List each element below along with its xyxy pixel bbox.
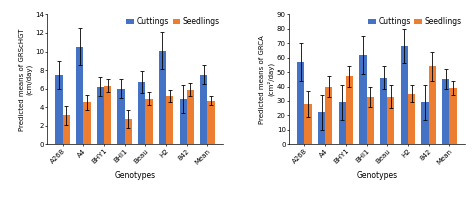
Bar xyxy=(346,76,353,144)
Bar xyxy=(380,78,387,144)
Bar xyxy=(387,97,394,144)
Bar xyxy=(63,115,70,144)
Bar xyxy=(325,87,332,144)
X-axis label: Genotypes: Genotypes xyxy=(356,171,398,180)
X-axis label: Genotypes: Genotypes xyxy=(114,171,155,180)
Bar xyxy=(442,79,449,144)
Bar xyxy=(187,90,194,144)
Bar xyxy=(166,96,173,144)
Bar xyxy=(200,75,208,144)
Legend: Cuttings, Seedlings: Cuttings, Seedlings xyxy=(125,16,221,28)
Bar xyxy=(83,103,91,144)
Bar xyxy=(408,94,415,144)
Bar xyxy=(428,66,436,144)
Bar xyxy=(318,112,325,144)
Bar xyxy=(76,47,83,144)
Bar xyxy=(338,102,346,144)
Bar xyxy=(297,62,304,144)
Bar xyxy=(55,75,63,144)
Bar xyxy=(138,82,146,144)
Bar xyxy=(366,97,374,144)
Bar xyxy=(421,102,428,144)
Bar xyxy=(304,104,312,144)
Bar xyxy=(146,99,153,144)
Bar xyxy=(104,86,111,144)
Legend: Cuttings, Seedlings: Cuttings, Seedlings xyxy=(367,16,463,28)
Y-axis label: Predicted means of GRCA
(cm²/day): Predicted means of GRCA (cm²/day) xyxy=(259,35,274,124)
Bar xyxy=(180,99,187,144)
Bar xyxy=(118,89,125,144)
Bar xyxy=(125,119,132,144)
Bar xyxy=(359,55,366,144)
Bar xyxy=(208,101,215,144)
Bar xyxy=(159,51,166,144)
Bar xyxy=(449,88,456,144)
Bar xyxy=(401,46,408,144)
Y-axis label: Predicted means of GRScHGT
(cm/day): Predicted means of GRScHGT (cm/day) xyxy=(18,28,32,131)
Bar xyxy=(97,87,104,144)
